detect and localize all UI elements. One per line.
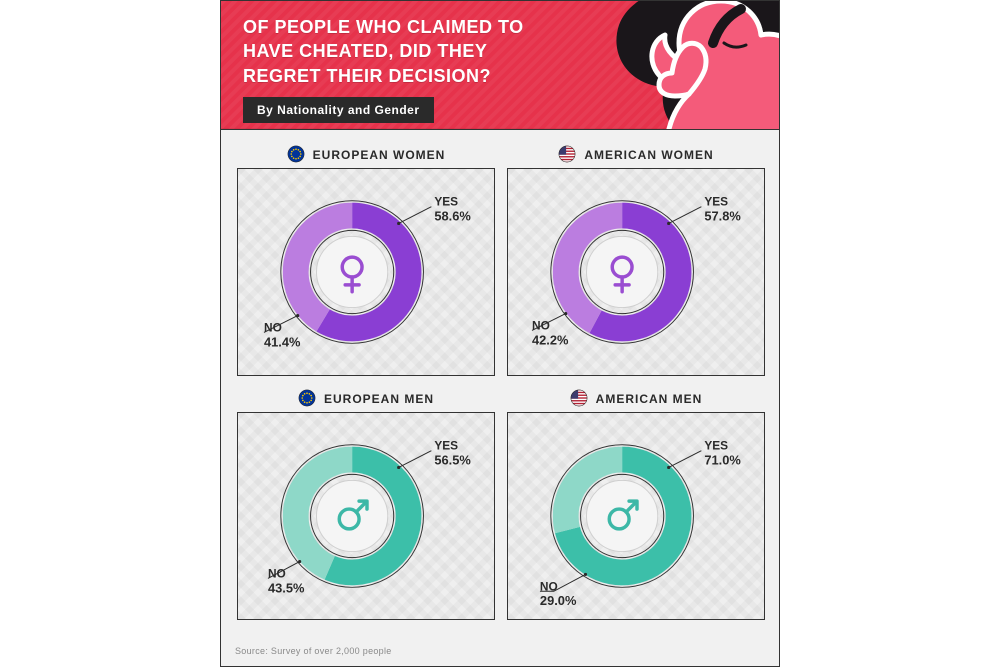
callout-value: 71.0% — [704, 453, 741, 468]
panel-title-label: AMERICAN MEN — [596, 392, 703, 406]
panel-title: AMERICAN WOMEN — [507, 146, 765, 164]
panel-title-label: EUROPEAN WOMEN — [313, 148, 446, 162]
panel-eu_men: EUROPEAN MEN YES56.5% NO43.5% — [237, 388, 495, 620]
body: EUROPEAN WOMENYES58.6%NO41.4%AMERICAN WO… — [220, 130, 780, 667]
callout-label: NO — [264, 320, 282, 334]
callout-value: 29.0% — [540, 593, 577, 608]
panel-frame: YES71.0% NO29.0% — [507, 412, 765, 620]
callout-value: 58.6% — [434, 209, 471, 224]
callout-value: 57.8% — [704, 209, 741, 224]
panel-frame: YES58.6% NO41.4% — [237, 168, 495, 376]
panel-title-label: EUROPEAN MEN — [324, 392, 434, 406]
donut-chart: YES58.6% NO41.4% — [238, 169, 494, 375]
callout-value: 56.5% — [434, 453, 471, 468]
us-flag-icon — [570, 389, 588, 407]
panel-frame: YES57.8% NO42.2% — [507, 168, 765, 376]
callout-label: NO — [532, 318, 550, 332]
eu-flag-icon — [298, 389, 316, 407]
panel-eu_women: EUROPEAN WOMEN YES58.6% NO41.4% — [237, 144, 495, 376]
panel-title: EUROPEAN WOMEN — [237, 146, 495, 164]
eu-flag-icon — [287, 145, 305, 163]
callout-label: NO — [268, 566, 286, 580]
callout-label: NO — [540, 579, 558, 593]
header-subtitle: By Nationality and Gender — [243, 97, 434, 123]
panel-title-label: AMERICAN WOMEN — [584, 148, 713, 162]
donut-chart: YES71.0% NO29.0% — [508, 413, 764, 619]
infographic-card: OF PEOPLE WHO CLAIMED TO HAVE CHEATED, D… — [220, 0, 780, 667]
regret-figure-icon — [539, 0, 780, 130]
callout-value: 43.5% — [268, 580, 305, 595]
callout-label: YES — [434, 439, 458, 453]
header: OF PEOPLE WHO CLAIMED TO HAVE CHEATED, D… — [220, 0, 780, 130]
donut-chart: YES57.8% NO42.2% — [508, 169, 764, 375]
panel-frame: YES56.5% NO43.5% — [237, 412, 495, 620]
callout-value: 42.2% — [532, 332, 569, 347]
callout-label: YES — [704, 439, 728, 453]
panel-title: EUROPEAN MEN — [237, 390, 495, 408]
callout-label: YES — [704, 195, 728, 209]
us-flag-icon — [558, 145, 576, 163]
callout-value: 41.4% — [264, 334, 301, 349]
source-text: Source: Survey of over 2,000 people — [235, 646, 392, 656]
donut-chart: YES56.5% NO43.5% — [238, 413, 494, 619]
panel-title: AMERICAN MEN — [507, 390, 765, 408]
header-title: OF PEOPLE WHO CLAIMED TO HAVE CHEATED, D… — [243, 15, 524, 88]
panel-us_men: AMERICAN MEN YES71.0% NO29.0% — [507, 388, 765, 620]
callout-label: YES — [434, 195, 458, 209]
panel-us_women: AMERICAN WOMEN YES57.8% NO42.2% — [507, 144, 765, 376]
